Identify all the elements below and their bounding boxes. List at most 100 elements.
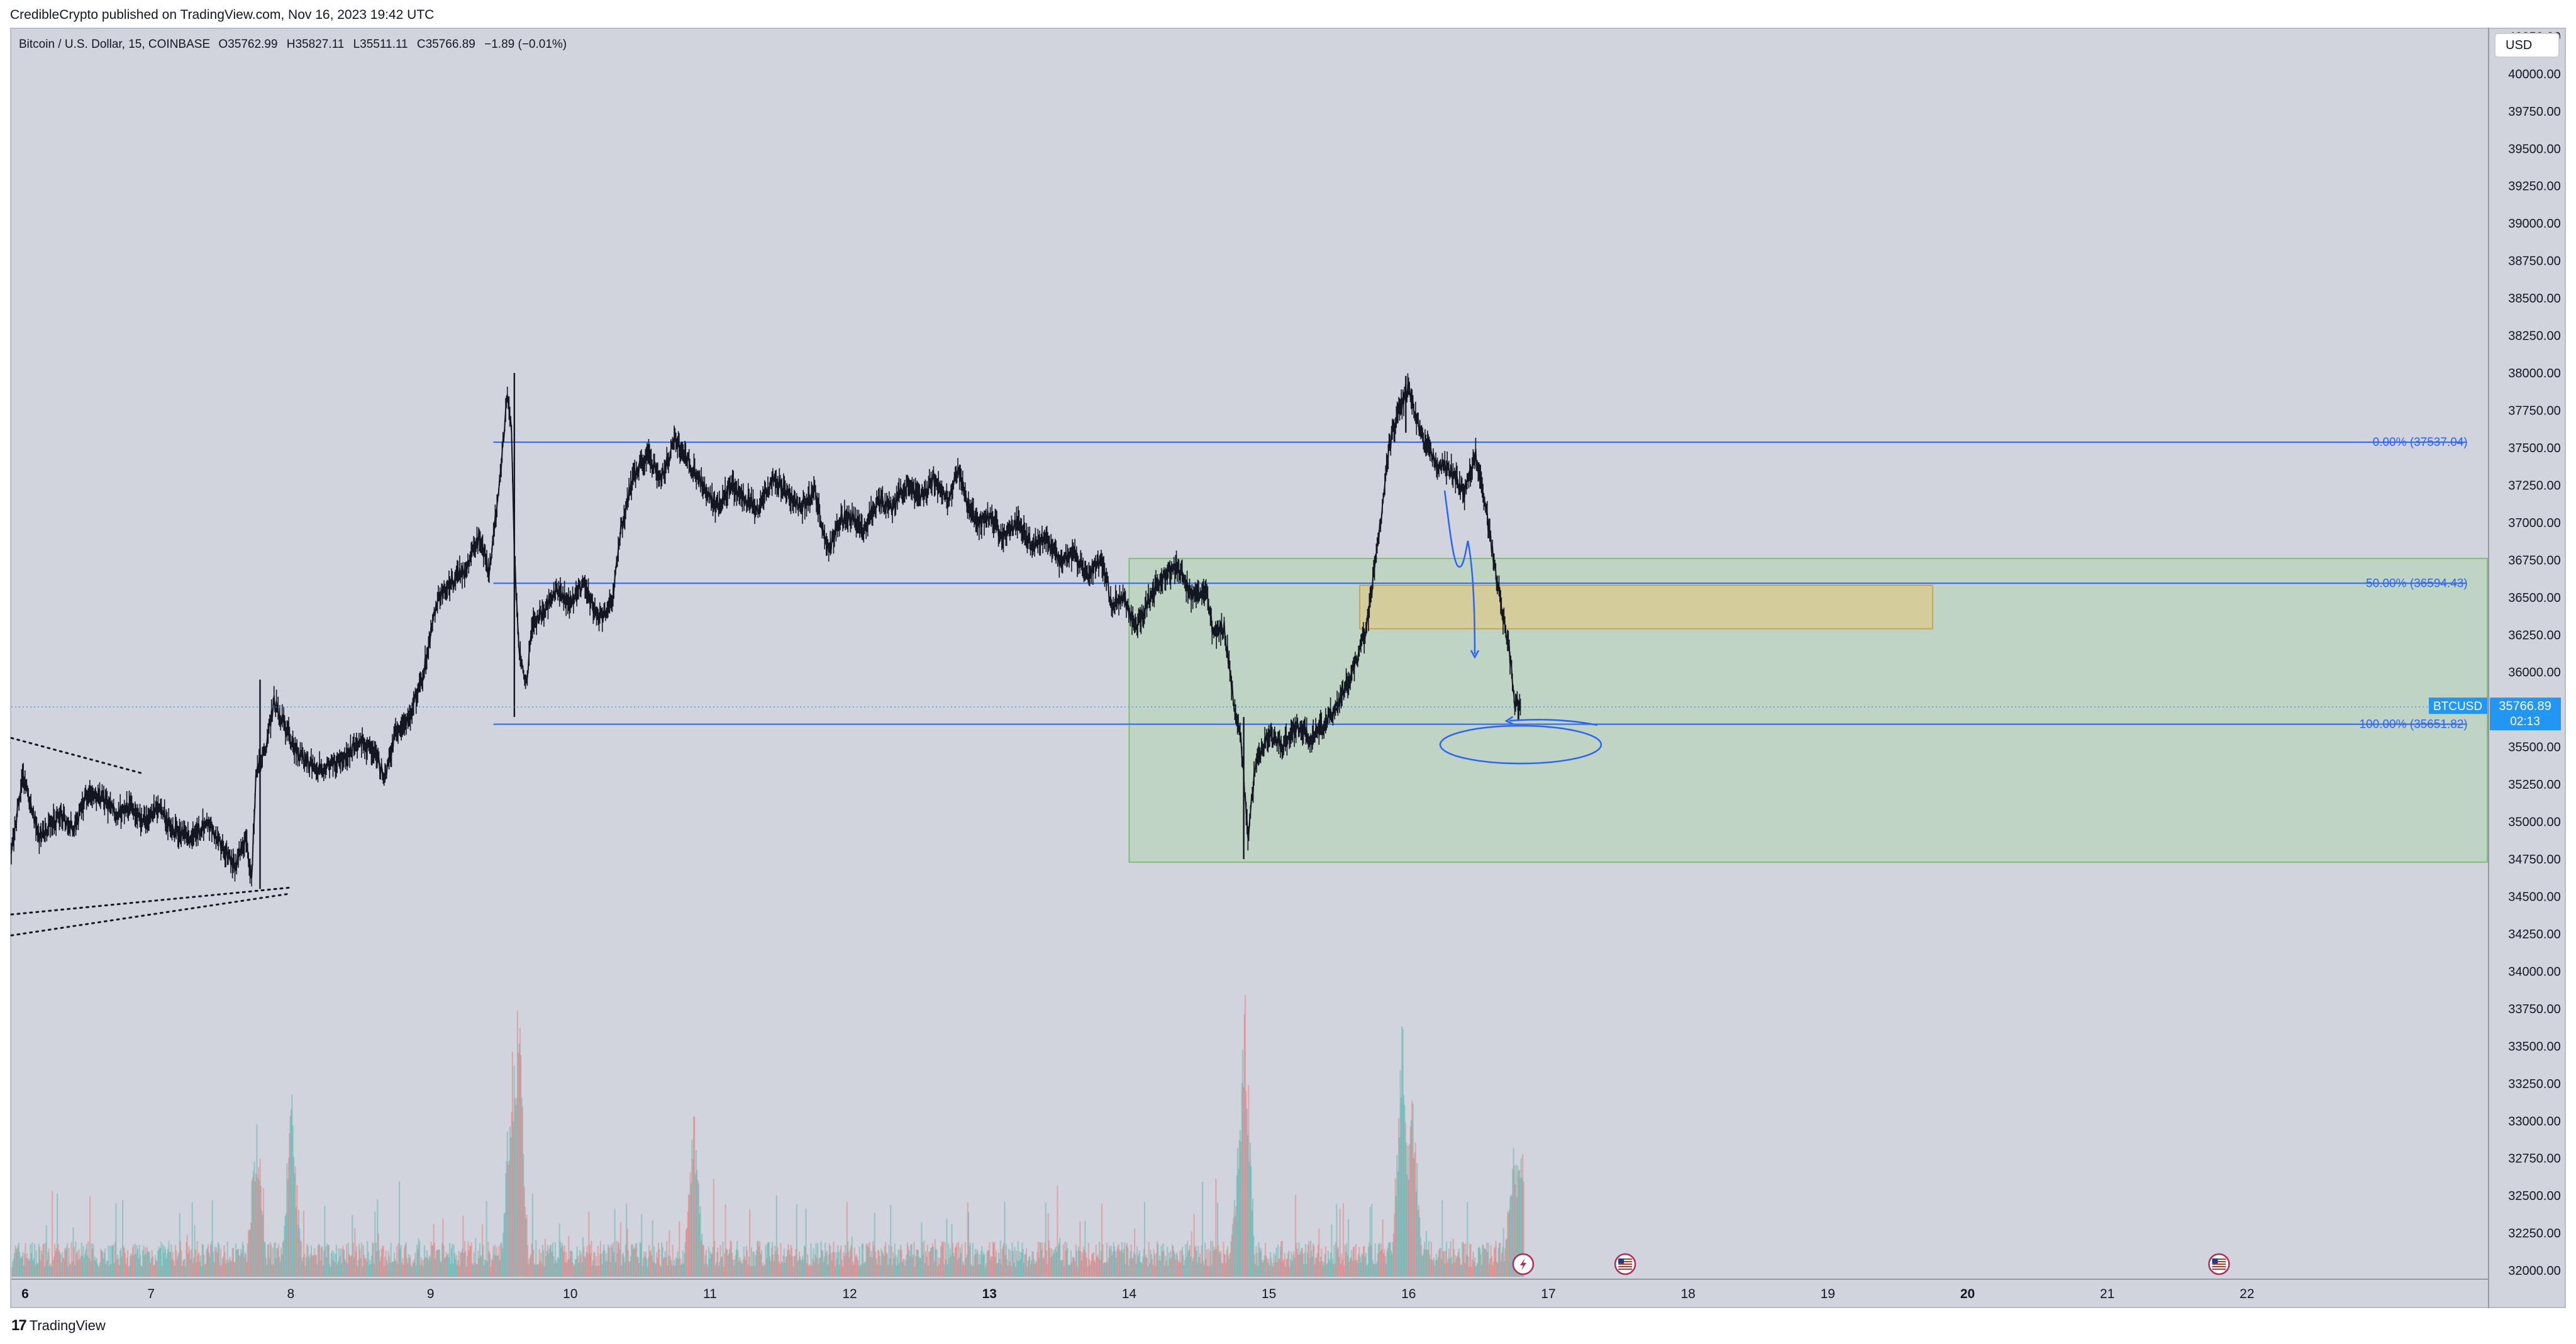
volume-bar — [731, 1253, 733, 1277]
price-tick-label: 32750.00 — [2508, 1152, 2560, 1166]
volume-bar — [1419, 1217, 1421, 1277]
lightning-event-icon[interactable] — [1512, 1253, 1535, 1275]
ellipse-annotation[interactable] — [1439, 725, 1602, 765]
volume-bar — [89, 1196, 91, 1277]
volume-bar — [1402, 1029, 1404, 1277]
volume-bar — [423, 1245, 426, 1277]
freehand-arrow[interactable] — [1443, 490, 1475, 654]
volume-bar — [1213, 1247, 1215, 1277]
volume-bar — [1219, 1253, 1221, 1277]
volume-bar — [689, 1195, 691, 1277]
time-axis[interactable]: 6 7 8 9 10 11 12 13 14 15 16 17 18 19 20 21 22 — [11, 1279, 2489, 1301]
volume-bar — [586, 1252, 587, 1277]
volume-bar — [314, 1255, 316, 1277]
volume-bar — [1019, 1251, 1021, 1277]
volume-bar — [541, 1263, 543, 1277]
volume-bar — [435, 1258, 436, 1277]
date-tick-label: 17 — [1541, 1287, 1555, 1301]
chart-frame[interactable] — [10, 28, 2566, 1308]
volume-bar — [1424, 1249, 1426, 1277]
volume-bar — [1053, 1253, 1055, 1277]
supply-zone[interactable] — [1359, 584, 1933, 630]
volume-bar — [40, 1250, 42, 1277]
volume-bar — [1409, 1144, 1411, 1277]
volume-bar — [1170, 1250, 1172, 1277]
volume-bar — [802, 1260, 804, 1277]
date-tick-label: 13 — [982, 1287, 997, 1301]
date-tick-label: 11 — [703, 1287, 717, 1301]
volume-bar — [290, 1109, 292, 1277]
volume-bar — [752, 1266, 753, 1277]
volume-bar — [328, 1245, 330, 1277]
volume-bar — [1504, 1248, 1506, 1277]
volume-bar — [958, 1257, 960, 1277]
volume-bar — [1520, 1158, 1522, 1277]
volume-bar — [1487, 1252, 1489, 1277]
volume-bar — [895, 1255, 897, 1277]
volume-bar — [325, 1257, 328, 1277]
volume-bar — [807, 1254, 809, 1277]
volume-bar — [1058, 1242, 1060, 1277]
volume-bar — [601, 1253, 602, 1277]
volume-bar — [1405, 1143, 1407, 1277]
volume-bar — [758, 1246, 760, 1277]
annotations[interactable] — [1439, 490, 1602, 765]
volume-bar — [450, 1248, 452, 1277]
volume-bar — [772, 1241, 774, 1277]
volume-bar — [281, 1254, 283, 1277]
volume-bar — [1208, 1266, 1210, 1277]
dotted-trendline[interactable] — [10, 886, 292, 916]
us-flag-event-icon[interactable] — [1614, 1253, 1636, 1275]
tradingview-logo[interactable]: 17 TradingView — [11, 1317, 106, 1335]
volume-bar — [1357, 1263, 1358, 1277]
volume-bar — [1016, 1260, 1018, 1277]
volume-bar — [1313, 1245, 1315, 1277]
dotted-trendline[interactable] — [10, 892, 292, 936]
volume-bar — [1364, 1257, 1366, 1277]
fib-retracement[interactable]: 0.00% (37537.04)50.00% (36594.43)100.00%… — [493, 436, 2468, 731]
volume-bar — [707, 1266, 709, 1277]
dotted-trendline[interactable] — [10, 736, 145, 775]
volume-bar — [1340, 1263, 1342, 1277]
volume-bar — [87, 1255, 89, 1277]
volume-bar — [1162, 1252, 1163, 1277]
volume-bar — [606, 1253, 608, 1277]
small-arrow[interactable] — [1509, 719, 1598, 726]
price-tick-label: 38250.00 — [2508, 330, 2560, 343]
volume-bar — [1140, 1262, 1141, 1277]
currency-button[interactable]: USD — [2494, 33, 2560, 58]
volume-bar — [626, 1203, 628, 1277]
volume-bar — [317, 1246, 319, 1277]
volume-bar — [1127, 1247, 1129, 1277]
volume-bar — [1119, 1250, 1121, 1277]
us-flag-event-icon[interactable] — [2208, 1253, 2230, 1275]
volume-bar — [1138, 1253, 1140, 1277]
volume-bar — [170, 1252, 172, 1277]
volume-bar — [533, 1250, 535, 1277]
volume-bar — [935, 1249, 937, 1277]
volume-bar — [1495, 1241, 1497, 1277]
volume-bar — [375, 1243, 377, 1277]
volume-bar — [42, 1243, 44, 1277]
volume-bar — [795, 1248, 797, 1277]
volume-bar — [818, 1258, 820, 1277]
volume-bar — [295, 1207, 297, 1277]
price-axis[interactable]: 32000.0032250.0032500.0032750.0033000.00… — [2488, 28, 2561, 1308]
event-icons[interactable] — [1512, 1253, 2230, 1275]
volume-bar — [964, 1242, 966, 1277]
volume-bar — [782, 1255, 784, 1277]
volume-bar — [37, 1263, 39, 1277]
symbol-label[interactable]: Bitcoin / U.S. Dollar, 15, COINBASE — [19, 38, 211, 51]
volume-bar — [1040, 1242, 1041, 1277]
volume-bar — [1306, 1263, 1307, 1277]
volume-bar — [108, 1245, 109, 1277]
volume-bar — [307, 1246, 309, 1277]
volume-bar — [996, 1250, 997, 1277]
volume-bar — [389, 1262, 391, 1277]
volume-bar — [548, 1248, 550, 1277]
volume-bar — [509, 1126, 511, 1277]
volume-bar — [157, 1251, 159, 1277]
dotted-trendlines[interactable] — [10, 736, 292, 936]
volume-bar — [636, 1257, 638, 1277]
